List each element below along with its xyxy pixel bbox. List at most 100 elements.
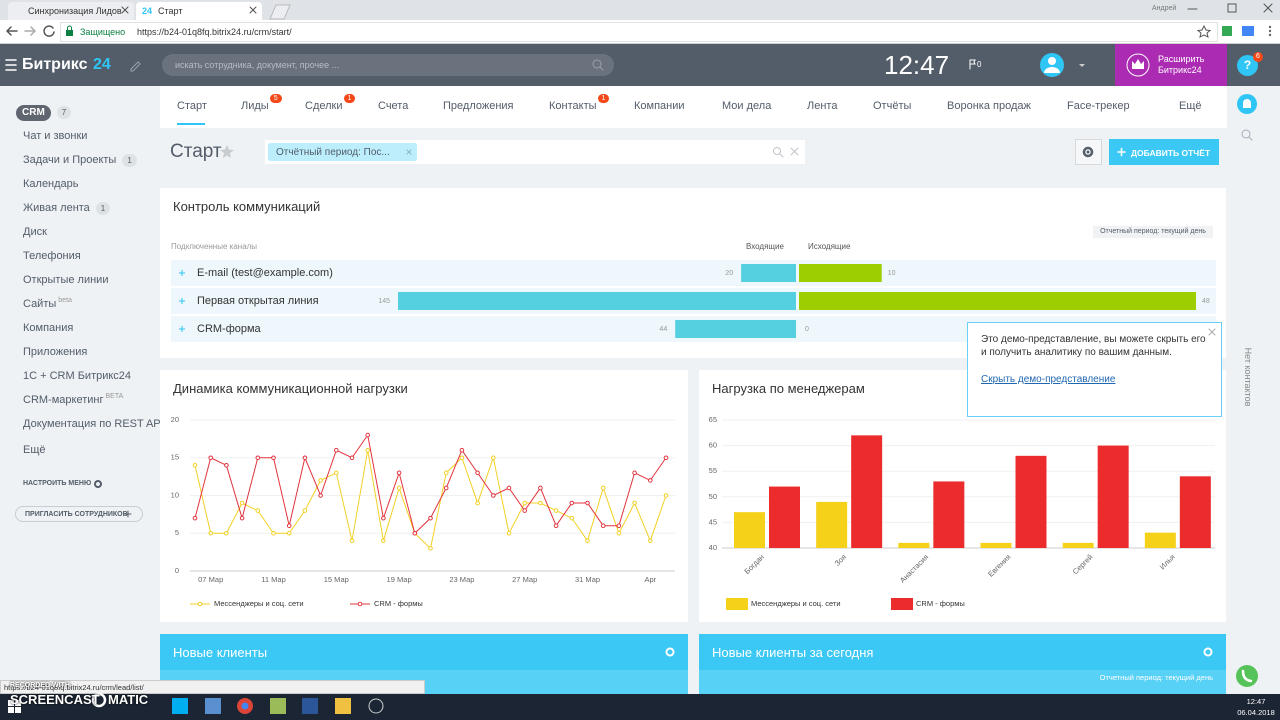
sidebar-item[interactable]: Компания [23,320,73,336]
item-label: Компания [23,322,74,334]
sidebar-item[interactable]: Календарь [23,176,79,192]
tab-label: Старт [158,6,183,16]
nav-tab[interactable]: Ещё [1179,100,1202,112]
page-title: Старт [170,141,222,162]
chart-title: Нагрузка по менеджерам [712,381,865,396]
sidebar-item[interactable]: CRM 7 [16,104,72,121]
sidebar-item[interactable]: Телефония [23,248,81,264]
sidebar-item[interactable]: Диск [23,224,47,240]
tab-counter: 1 [343,94,356,103]
invite-button[interactable]: ПРИГЛАСИТЬ СОТРУДНИКОВ [15,506,143,522]
sidebar-item[interactable]: Живая лента 1 [23,200,111,216]
popup-text: Это демо-представление, вы можете скрыть… [981,334,1206,358]
nav-tab[interactable]: Контакты1 [549,94,610,112]
url: https://b24-01q8fq.bitrix24.ru/crm/start… [137,27,292,37]
tab-label: Старт [177,100,207,112]
nav-tab[interactable]: Воронка продаж [947,100,1031,112]
sidebar-item[interactable]: Документация по REST API [23,416,164,432]
logo-num: 24 [93,56,111,73]
widget-header [160,634,688,670]
widget-card: Новые клиенты за сегодня Отчетный период:… [699,634,1226,694]
channel-name: CRM-форма [197,323,261,335]
widget-title: Новые клиенты [173,645,268,660]
comm-row[interactable] [171,260,1216,286]
search-box[interactable] [162,54,614,76]
item-label: CRM-маркетинг [23,394,104,406]
tab-icon: 24 [142,6,153,16]
sidebar-item[interactable]: Сайты beta [23,296,72,312]
user-name: Андрей [1152,5,1177,12]
status-bar: https://b24-01q8fq.bitrix24.ru/crm/lead/… [0,680,425,694]
tab-label: Отчёты [873,100,912,112]
widget-header [699,634,1226,670]
item-counter: 1 [95,202,111,215]
browser-tab[interactable]: 24 Старт [136,2,262,20]
item-label: Телефония [23,250,81,262]
demo-popup: Это демо-представление, вы можете скрыть… [967,322,1222,417]
sidebar-item[interactable]: 1С + CRM Битрикс24 [23,368,131,384]
nav-tab[interactable]: Счета [378,100,408,112]
sidebar-item[interactable]: Чат и звонки [23,128,87,144]
item-counter: 1 [122,154,137,167]
item-label: Задачи и Проекты [23,154,117,166]
item-label: CRM [16,105,51,121]
nav-tab[interactable]: Лента [807,100,837,112]
widget-title: Новые клиенты за сегодня [712,645,874,660]
tab-counter: 5 [269,94,282,103]
item-label: Приложения [23,346,88,358]
configure-menu[interactable]: НАСТРОИТЬ МЕНЮ [23,480,92,487]
item-tag: beta [58,297,72,304]
status-url: https://b24-01q8fq.bitrix24.ru/crm/lead/… [4,683,144,692]
item-tag: BETA [105,393,124,400]
secure-label: Защищено [80,27,126,37]
tab-label: Сделки [305,100,343,112]
settings-button[interactable] [1075,139,1102,165]
tab-label: Мои дела [722,100,772,112]
sidebar-item[interactable]: CRM-маркетинг BETA [23,392,123,408]
logo: Битрикс [22,56,88,73]
filter-chip-label: Отчётный период: Пос... [276,147,390,158]
comm-period: Отчетный период: текущий день [1093,226,1213,238]
chart-card [160,370,688,622]
filter-chip[interactable] [268,143,417,161]
tab-label: Лиды [241,100,269,112]
comm-row[interactable] [171,288,1216,314]
watermark-left: SCREENCAST [10,692,100,707]
sidebar-item[interactable]: Задачи и Проекты 1 [23,152,137,168]
sidebar-item[interactable]: Ещё [23,442,46,458]
sidebar-item[interactable]: Открытые линии [23,272,108,288]
tab-strip [0,0,1280,20]
tab-label: Предложения [443,100,514,112]
nav-tab[interactable]: Отчёты [873,100,911,112]
omnibox[interactable] [60,22,1218,42]
nav-tab[interactable]: Мои дела [722,100,771,112]
add-report-button[interactable] [1109,139,1219,165]
popup-link[interactable]: Скрыть демо-представление [981,374,1116,385]
tab-label: Контакты [549,100,597,112]
nav-tab[interactable]: Сделки1 [305,94,356,112]
sidebar-item[interactable]: Приложения [23,344,87,360]
browser-tab[interactable]: Синхронизация Лидов [8,2,134,20]
item-label: Сайты [23,298,57,310]
item-label: 1С + CRM Битрикс24 [23,370,132,382]
watermark-top: RECORDED WITH [10,682,70,689]
nav-tab[interactable]: Face-трекер [1067,100,1130,112]
watermark-right: MATIC [108,692,149,707]
help-badge: 6 [1253,52,1263,62]
item-label: Документация по REST API [23,418,164,430]
notification-count[interactable]: 0 [977,60,982,69]
tab-label: Компании [634,100,685,112]
tab-label: Синхронизация Лидов [28,6,122,16]
comm-title: Контроль коммуникаций [173,199,321,214]
nav-tab[interactable]: Лиды5 [241,94,282,112]
nav-tab[interactable]: Компании [634,100,685,112]
widget-period: Отчетный период: текущий день [1099,673,1213,682]
item-label: Диск [23,226,47,238]
nav-tab[interactable]: Предложения [443,100,514,112]
search-placeholder: искать сотрудника, документ, прочее ... [175,60,340,70]
nav-tab[interactable]: Старт [177,100,207,112]
side-note: Нет контактов [1243,347,1253,407]
help-button[interactable]: ? [1237,55,1258,76]
item-label: Открытые линии [23,274,109,286]
